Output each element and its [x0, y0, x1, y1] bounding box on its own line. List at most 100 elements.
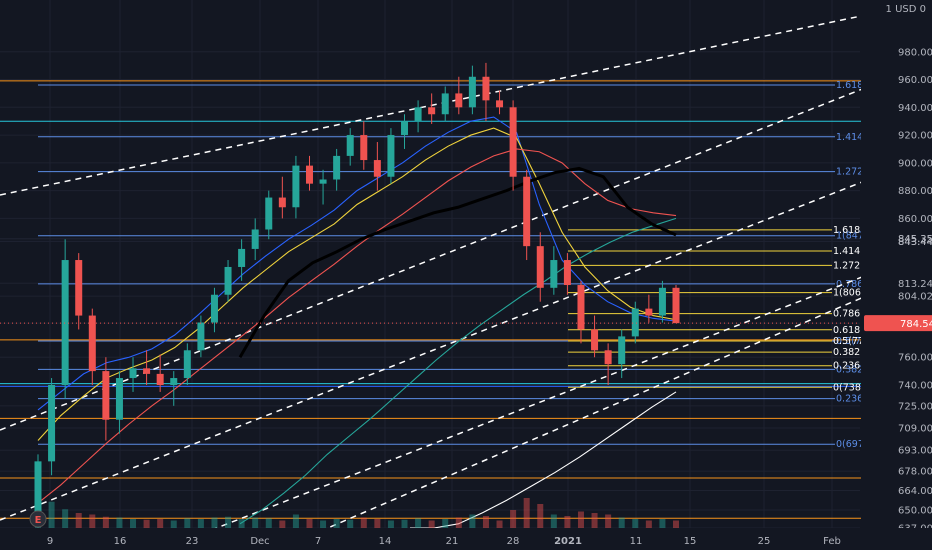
candle-body: [496, 100, 504, 108]
volume-bar: [401, 519, 408, 528]
volume-bar: [102, 516, 109, 528]
price-tick-label: 709.00: [898, 424, 932, 435]
volume-bars: [35, 483, 679, 528]
fib-label: 0(697.36): [836, 439, 883, 450]
volume-bar: [225, 516, 232, 528]
currency-label[interactable]: 1 USD 0: [885, 4, 926, 15]
volume-bar: [632, 519, 639, 528]
price-tick-label: 843.44: [898, 237, 932, 248]
volume-bar: [469, 514, 476, 528]
candle-body: [672, 287, 680, 324]
volume-bar: [320, 520, 327, 528]
candle-body: [577, 285, 585, 330]
earnings-marker: [29, 510, 47, 528]
volume-bar: [116, 517, 123, 528]
candle-body: [88, 315, 96, 372]
candle-body: [333, 155, 341, 180]
time-tick-label: 2021: [554, 536, 582, 547]
price-tick-label: 845.35: [898, 234, 932, 245]
candle-body: [251, 229, 259, 249]
price-tick-label: 804.02: [898, 292, 932, 303]
volume-bar: [442, 519, 449, 528]
candle-body: [183, 350, 191, 379]
overlay: E: [29, 510, 47, 528]
moving-average-line: [238, 166, 677, 358]
time-tick-label: 25: [758, 536, 771, 547]
candle-body: [387, 135, 395, 177]
volume-bar: [510, 510, 517, 528]
candle-body: [346, 135, 354, 156]
volume-bar: [591, 513, 598, 528]
candle-body: [278, 197, 286, 208]
volume-bar: [415, 518, 422, 528]
volume-bar: [333, 519, 340, 528]
candle-body: [34, 461, 42, 517]
candle-body: [550, 260, 558, 288]
candle-body: [428, 107, 436, 115]
time-tick-label: 23: [186, 536, 199, 547]
candle-body: [563, 260, 571, 286]
volume-bar: [387, 520, 394, 528]
volume-bar: [238, 519, 245, 528]
volume-bar: [252, 517, 259, 528]
last-price-tag: [864, 315, 932, 332]
volume-bar: [605, 514, 612, 528]
candle-body: [604, 350, 612, 365]
candle-body: [48, 384, 56, 462]
candle-body: [414, 107, 422, 122]
candle-body: [238, 248, 246, 267]
price-tick-label: 860.00: [898, 214, 932, 225]
candle-body: [618, 336, 626, 365]
time-tick-label: Feb: [823, 536, 841, 547]
candle-body: [170, 378, 178, 385]
candle-body: [102, 371, 110, 420]
candle-body: [536, 246, 544, 288]
trend-line: [299, 289, 881, 541]
candle-body: [129, 368, 137, 379]
volume-bar: [428, 520, 435, 528]
volume-bar: [130, 519, 137, 528]
price-tick-label: 980.00: [898, 47, 932, 58]
candle-body: [523, 176, 531, 247]
time-tick-label: 14: [379, 536, 392, 547]
volume-bar: [347, 519, 354, 528]
candle-body: [210, 294, 218, 323]
volume-bar: [157, 519, 164, 528]
volume-bar: [89, 514, 96, 528]
candle-body: [482, 76, 490, 101]
candle-body: [75, 260, 83, 316]
volume-bar: [279, 520, 286, 528]
price-tick-label: 845.35: [898, 234, 932, 245]
candle-body: [631, 308, 639, 337]
candle-body: [360, 135, 368, 161]
volume-bar: [211, 517, 218, 528]
volume-bar: [496, 520, 503, 528]
candle-body: [224, 266, 232, 295]
volume-bar: [360, 517, 367, 528]
moving-average-line: [239, 217, 677, 525]
moving-average-line: [410, 391, 677, 529]
earnings-marker-label: E: [35, 515, 42, 526]
price-tick-label: 693.00: [898, 446, 932, 457]
candle-body: [305, 165, 313, 184]
volume-bar: [292, 514, 299, 528]
time-axis-bg: [0, 528, 932, 550]
volume-bar: [306, 519, 313, 528]
time-tick-label: 21: [446, 536, 459, 547]
volume-bar: [482, 516, 489, 528]
volume-bar: [143, 519, 150, 528]
volume-bar: [197, 519, 204, 528]
candle-body: [197, 322, 205, 351]
candle-body: [319, 179, 327, 184]
volume-bar: [577, 511, 584, 528]
horizontal-levels: [0, 80, 932, 519]
trend-line: [0, 174, 881, 521]
candle-body: [591, 329, 599, 351]
time-axis[interactable]: 9 16 23 Dec 7 14 21 28 2021 11 15 25 Feb: [0, 528, 932, 550]
time-tick-label: 7: [315, 536, 321, 547]
candle-body: [373, 160, 381, 177]
volume-bar: [184, 518, 191, 528]
